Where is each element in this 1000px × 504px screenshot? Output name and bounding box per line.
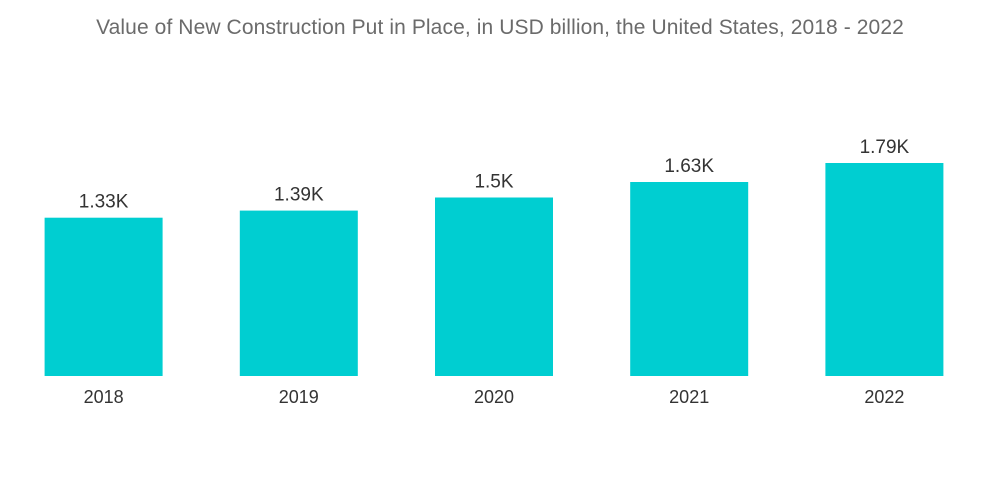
- x-tick-label-2019: 2019: [279, 387, 319, 407]
- bar-2022: [825, 163, 944, 376]
- data-label-2021: 1.63K: [664, 156, 714, 177]
- x-axis-ticks: 2018 2019 2020 2021 2022: [84, 387, 905, 407]
- x-tick-label-2018: 2018: [84, 387, 124, 407]
- x-tick-label-2022: 2022: [864, 387, 904, 407]
- data-label-2019: 1.39K: [274, 185, 324, 206]
- chart-title: Value of New Construction Put in Place, …: [96, 16, 904, 39]
- bar-2021: [630, 182, 749, 376]
- bar-2018: [44, 217, 163, 376]
- bar-2020: [435, 197, 553, 376]
- data-label-2022: 1.79K: [860, 137, 910, 158]
- bars-layer: [44, 163, 944, 376]
- data-label-2020: 1.5K: [474, 172, 513, 193]
- x-tick-label-2021: 2021: [669, 387, 709, 407]
- data-labels-layer: 1.33K 1.39K 1.5K 1.63K 1.79K: [79, 137, 910, 213]
- x-tick-label-2020: 2020: [474, 387, 514, 407]
- data-label-2018: 1.33K: [79, 192, 129, 213]
- bar-2019: [239, 210, 358, 376]
